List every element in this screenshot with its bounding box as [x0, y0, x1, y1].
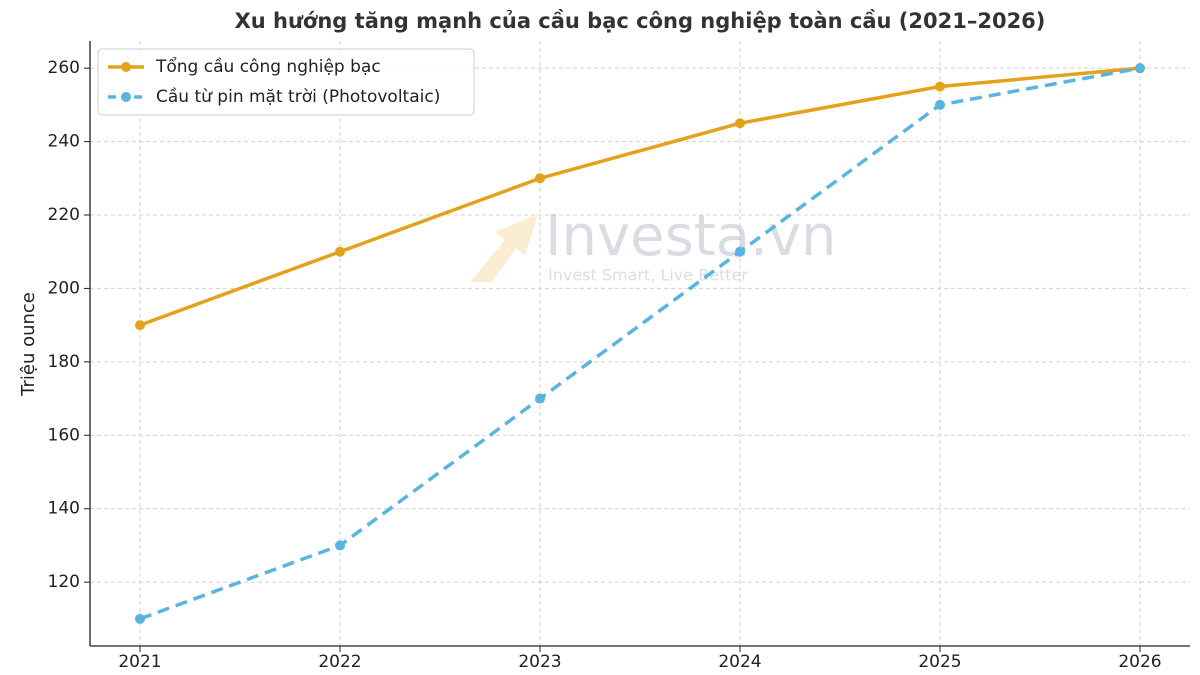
- series-line: [139, 66, 1141, 621]
- y-tick-label: 240: [48, 132, 80, 152]
- data-point: [1135, 63, 1145, 74]
- y-tick-label: 260: [48, 58, 80, 78]
- series-line: [139, 66, 1141, 327]
- y-tick-label: 160: [48, 425, 80, 445]
- data-point: [335, 540, 345, 551]
- data-point: [335, 246, 345, 257]
- y-tick-label: 220: [48, 205, 80, 225]
- x-tick-label: 2022: [318, 652, 361, 672]
- y-tick-label: 180: [48, 352, 80, 372]
- x-tick-label: 2024: [718, 652, 761, 672]
- data-point: [935, 99, 945, 110]
- data-point: [735, 118, 745, 129]
- chart-title: Xu hướng tăng mạnh của cầu bạc công nghi…: [235, 9, 1046, 33]
- x-tick-label: 2026: [1118, 652, 1161, 672]
- data-point: [535, 393, 545, 404]
- data-point: [135, 320, 145, 331]
- data-point: [735, 246, 745, 257]
- y-axis-label: Triệu ounce: [18, 292, 39, 397]
- x-tick-label: 2025: [918, 652, 961, 672]
- legend-marker: [121, 92, 131, 102]
- watermark-logo: [470, 214, 538, 282]
- legend-label: Cầu từ pin mặt trời (Photovoltaic): [156, 86, 440, 107]
- watermark-text: Investa.vn: [545, 204, 836, 269]
- y-tick-label: 140: [48, 499, 80, 519]
- y-tick-label: 200: [48, 278, 80, 298]
- legend-box: [97, 48, 475, 116]
- y-tick-label: 120: [48, 572, 80, 592]
- legend-marker: [121, 62, 131, 72]
- data-point: [135, 613, 145, 624]
- x-tick-label: 2023: [518, 652, 561, 672]
- data-point: [935, 81, 945, 92]
- data-point: [535, 173, 545, 184]
- legend-label: Tổng cầu công nghiệp bạc: [155, 56, 381, 77]
- x-tick-label: 2021: [118, 652, 161, 672]
- watermark-tagline: Invest Smart, Live Better: [548, 266, 748, 285]
- watermark: Investa.vn Invest Smart, Live Better: [470, 204, 836, 285]
